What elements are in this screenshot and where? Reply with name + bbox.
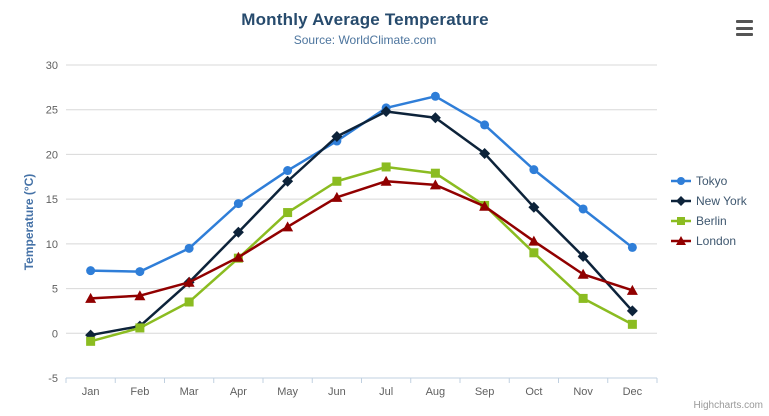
series-line-new-york[interactable] bbox=[89, 110, 634, 337]
x-axis-label: Apr bbox=[230, 386, 247, 398]
x-axis-label: Jun bbox=[328, 386, 346, 398]
data-point[interactable] bbox=[677, 217, 685, 225]
data-point[interactable] bbox=[479, 148, 491, 160]
y-axis-label: 0 bbox=[52, 328, 58, 340]
legend-marker-triangle-icon bbox=[671, 236, 691, 245]
data-point[interactable] bbox=[480, 120, 490, 130]
legend-marker-diamond-icon bbox=[671, 196, 691, 206]
legend-marker-circle-icon bbox=[671, 177, 691, 185]
data-point[interactable] bbox=[283, 208, 293, 218]
data-point[interactable] bbox=[331, 131, 343, 143]
data-point[interactable] bbox=[627, 242, 637, 252]
data-point[interactable] bbox=[528, 235, 540, 246]
series-line-london[interactable] bbox=[89, 180, 634, 300]
legend-label-new-york: New York bbox=[696, 194, 747, 208]
data-point[interactable] bbox=[578, 293, 588, 303]
data-point[interactable] bbox=[676, 196, 686, 206]
series-new-york[interactable] bbox=[85, 106, 638, 341]
y-axis-label: 10 bbox=[46, 239, 58, 251]
data-point[interactable] bbox=[282, 175, 294, 187]
y-axis-label: 20 bbox=[46, 149, 58, 161]
data-point[interactable] bbox=[577, 250, 589, 262]
legend-marker-square-icon bbox=[671, 217, 691, 225]
menu-bar bbox=[736, 20, 753, 23]
series-line-tokyo[interactable] bbox=[89, 95, 634, 273]
data-point[interactable] bbox=[429, 112, 441, 124]
data-point[interactable] bbox=[135, 267, 145, 277]
data-point[interactable] bbox=[86, 336, 96, 346]
y-axis-label: 25 bbox=[46, 105, 58, 117]
data-point[interactable] bbox=[381, 162, 391, 172]
data-point[interactable] bbox=[184, 297, 194, 307]
data-point[interactable] bbox=[529, 165, 539, 175]
x-axis-label: Feb bbox=[130, 386, 149, 398]
menu-bar bbox=[736, 33, 753, 36]
y-axis-title: Temperature (°C) bbox=[22, 174, 36, 271]
legend-item-berlin[interactable]: Berlin bbox=[671, 213, 747, 229]
legend-label-london: London bbox=[696, 234, 737, 248]
x-axis-label: Mar bbox=[180, 386, 199, 398]
x-axis-label: Aug bbox=[426, 386, 446, 398]
data-point[interactable] bbox=[577, 268, 589, 279]
data-point[interactable] bbox=[677, 177, 685, 185]
legend-item-new-york[interactable]: New York bbox=[671, 193, 747, 209]
series-london[interactable] bbox=[85, 175, 638, 303]
x-axis-label: May bbox=[277, 386, 298, 398]
data-point[interactable] bbox=[282, 221, 294, 232]
data-point[interactable] bbox=[578, 204, 588, 214]
data-point[interactable] bbox=[529, 248, 539, 258]
data-point[interactable] bbox=[676, 236, 686, 245]
x-axis-label: Jan bbox=[82, 386, 100, 398]
plot-area: -5 0 5 10 15 20 25 30 Jan Feb Mar Apr May Jun Jul Aug Se… bbox=[22, 60, 658, 398]
data-point[interactable] bbox=[626, 305, 638, 317]
data-point[interactable] bbox=[332, 176, 342, 186]
chart-title: Monthly Average Temperature bbox=[241, 10, 489, 29]
data-point[interactable] bbox=[232, 251, 244, 262]
legend: Tokyo New York Berlin London bbox=[671, 173, 747, 249]
series-tokyo[interactable] bbox=[86, 91, 637, 277]
data-point[interactable] bbox=[85, 292, 97, 303]
data-point[interactable] bbox=[134, 290, 146, 301]
credit-link[interactable]: Highcharts.com bbox=[693, 400, 763, 411]
legend-label-berlin: Berlin bbox=[696, 214, 727, 228]
data-point[interactable] bbox=[430, 91, 440, 101]
data-point[interactable] bbox=[232, 226, 244, 238]
y-axis-label: 5 bbox=[52, 284, 58, 296]
data-point[interactable] bbox=[429, 179, 441, 190]
data-point[interactable] bbox=[184, 243, 194, 253]
data-point[interactable] bbox=[380, 175, 392, 186]
legend-label-tokyo: Tokyo bbox=[696, 174, 728, 188]
y-axis-label: 15 bbox=[46, 194, 58, 206]
data-point[interactable] bbox=[135, 323, 145, 333]
data-point[interactable] bbox=[283, 166, 293, 176]
legend-item-london[interactable]: London bbox=[671, 233, 747, 249]
data-point[interactable] bbox=[626, 284, 638, 295]
y-axis-label: 30 bbox=[46, 60, 58, 72]
x-axis-label: Jul bbox=[379, 386, 393, 398]
menu-bar bbox=[736, 26, 753, 30]
data-point[interactable] bbox=[627, 319, 637, 329]
legend-item-tokyo[interactable]: Tokyo bbox=[671, 173, 747, 189]
x-axis-label: Oct bbox=[525, 386, 542, 398]
series-line-berlin[interactable] bbox=[89, 165, 634, 343]
chart-subtitle: Source: WorldClimate.com bbox=[293, 33, 437, 47]
hamburger-menu-icon[interactable] bbox=[736, 20, 756, 36]
data-point[interactable] bbox=[331, 191, 343, 202]
data-point[interactable] bbox=[380, 106, 392, 118]
data-point[interactable] bbox=[479, 200, 491, 211]
data-point[interactable] bbox=[233, 199, 243, 209]
x-axis-label: Sep bbox=[475, 386, 495, 398]
x-axis-label: Nov bbox=[573, 386, 593, 398]
y-axis-label: -5 bbox=[48, 373, 58, 385]
data-point[interactable] bbox=[430, 168, 440, 178]
data-point[interactable] bbox=[86, 266, 96, 276]
x-axis-label: Dec bbox=[623, 386, 643, 398]
data-point[interactable] bbox=[183, 276, 195, 287]
data-point[interactable] bbox=[528, 201, 540, 213]
